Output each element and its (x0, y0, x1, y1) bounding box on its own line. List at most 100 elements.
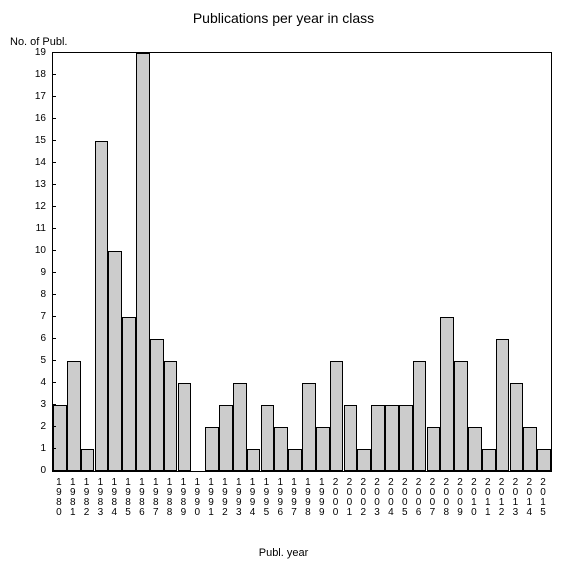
y-tick-mark (52, 426, 56, 427)
bar (454, 361, 468, 471)
bar (81, 449, 95, 471)
x-tick-label: 1990 (192, 478, 202, 518)
bar (468, 427, 482, 471)
bar (482, 449, 496, 471)
bar (122, 317, 136, 471)
chart-title: Publications per year in class (0, 10, 567, 26)
bar (496, 339, 510, 471)
x-tick-label: 1991 (206, 478, 216, 518)
x-tick-label: 1987 (151, 478, 161, 518)
bar (440, 317, 454, 471)
bars-group (53, 53, 551, 471)
x-tick-label: 1985 (123, 478, 133, 518)
bar (399, 405, 413, 471)
x-axis-ticks: 1980 1981 19821983 1984 1985 1986 1987 19881989… (52, 474, 552, 534)
y-tick-label: 15 (35, 136, 46, 146)
x-tick-label: 1995 (261, 478, 271, 518)
y-tick-mark (52, 52, 56, 53)
y-tick-label: 3 (40, 400, 46, 410)
bar (247, 449, 261, 471)
y-tick-label: 4 (40, 378, 46, 388)
y-tick-label: 17 (35, 92, 46, 102)
y-tick-label: 8 (40, 290, 46, 300)
x-tick-label: 1993 (234, 478, 244, 518)
x-tick-label: 1988 (165, 478, 175, 518)
bar (136, 53, 150, 471)
y-tick-mark (52, 118, 56, 119)
x-axis-label: Publ. year (0, 547, 567, 559)
x-tick-label: 1983 (95, 478, 105, 518)
y-tick-mark (52, 162, 56, 163)
y-tick-mark (52, 404, 56, 405)
y-tick-mark (52, 448, 56, 449)
y-tick-mark (52, 316, 56, 317)
y-tick-mark (52, 184, 56, 185)
y-tick-mark (52, 294, 56, 295)
x-tick-label: 1994 (248, 478, 258, 518)
x-tick-label: 1981 (68, 478, 78, 518)
y-tick-mark (52, 74, 56, 75)
bar (108, 251, 122, 471)
y-tick-mark (52, 140, 56, 141)
y-tick-label: 6 (40, 334, 46, 344)
y-tick-mark (52, 228, 56, 229)
bar (344, 405, 358, 471)
x-tick-label: 2013 (510, 478, 520, 518)
y-tick-label: 1 (40, 444, 46, 454)
x-tick-label: 1996 (275, 478, 285, 518)
bar (150, 339, 164, 471)
x-tick-label: 2000 (331, 478, 341, 518)
bar (205, 427, 219, 471)
y-tick-mark (52, 470, 56, 471)
y-tick-mark (52, 338, 56, 339)
y-tick-label: 13 (35, 180, 46, 190)
y-tick-label: 11 (36, 224, 46, 234)
y-tick-label: 12 (35, 202, 46, 212)
bar (302, 383, 316, 471)
x-tick-label: 1998 (303, 478, 313, 518)
x-tick-label: 2004 (386, 478, 396, 518)
x-tick-label: 1984 (109, 478, 119, 518)
bar (537, 449, 551, 471)
bar (288, 449, 302, 471)
bar (330, 361, 344, 471)
bar (510, 383, 524, 471)
x-tick-label: 2010 (469, 478, 479, 518)
x-tick-label: 1989 (178, 478, 188, 518)
x-tick-label: 2015 (538, 478, 548, 518)
y-tick-label: 5 (40, 356, 46, 366)
y-tick-mark (52, 250, 56, 251)
y-tick-mark (52, 382, 56, 383)
x-tick-label: 2002 (358, 478, 368, 518)
bar (219, 405, 233, 471)
bar (164, 361, 178, 471)
bar (67, 361, 81, 471)
x-tick-label: 2009 (455, 478, 465, 518)
bar (371, 405, 385, 471)
x-tick-label: 2008 (441, 478, 451, 518)
y-axis-ticks: 012345678910111213141516171819 (0, 52, 50, 472)
bar (178, 383, 192, 471)
x-tick-label: 1999 (317, 478, 327, 518)
y-tick-label: 18 (35, 70, 46, 80)
x-tick-label: 1982 (82, 478, 92, 518)
x-tick-label: 2005 (400, 478, 410, 518)
bar (95, 141, 109, 471)
bar (413, 361, 427, 471)
bar (53, 405, 67, 471)
x-tick-label: 1980 (54, 478, 64, 518)
y-tick-label: 2 (40, 422, 46, 432)
bar (274, 427, 288, 471)
y-tick-mark (52, 96, 56, 97)
y-tick-label: 7 (40, 312, 46, 322)
bar (523, 427, 537, 471)
y-tick-label: 10 (35, 246, 46, 256)
x-tick-label: 2003 (372, 478, 382, 518)
x-tick-label: 2006 (414, 478, 424, 518)
x-tick-label: 2014 (524, 478, 534, 518)
y-tick-label: 14 (35, 158, 46, 168)
bar (261, 405, 275, 471)
bar (316, 427, 330, 471)
x-tick-label: 1997 (289, 478, 299, 518)
x-tick-label: 1986 (137, 478, 147, 518)
